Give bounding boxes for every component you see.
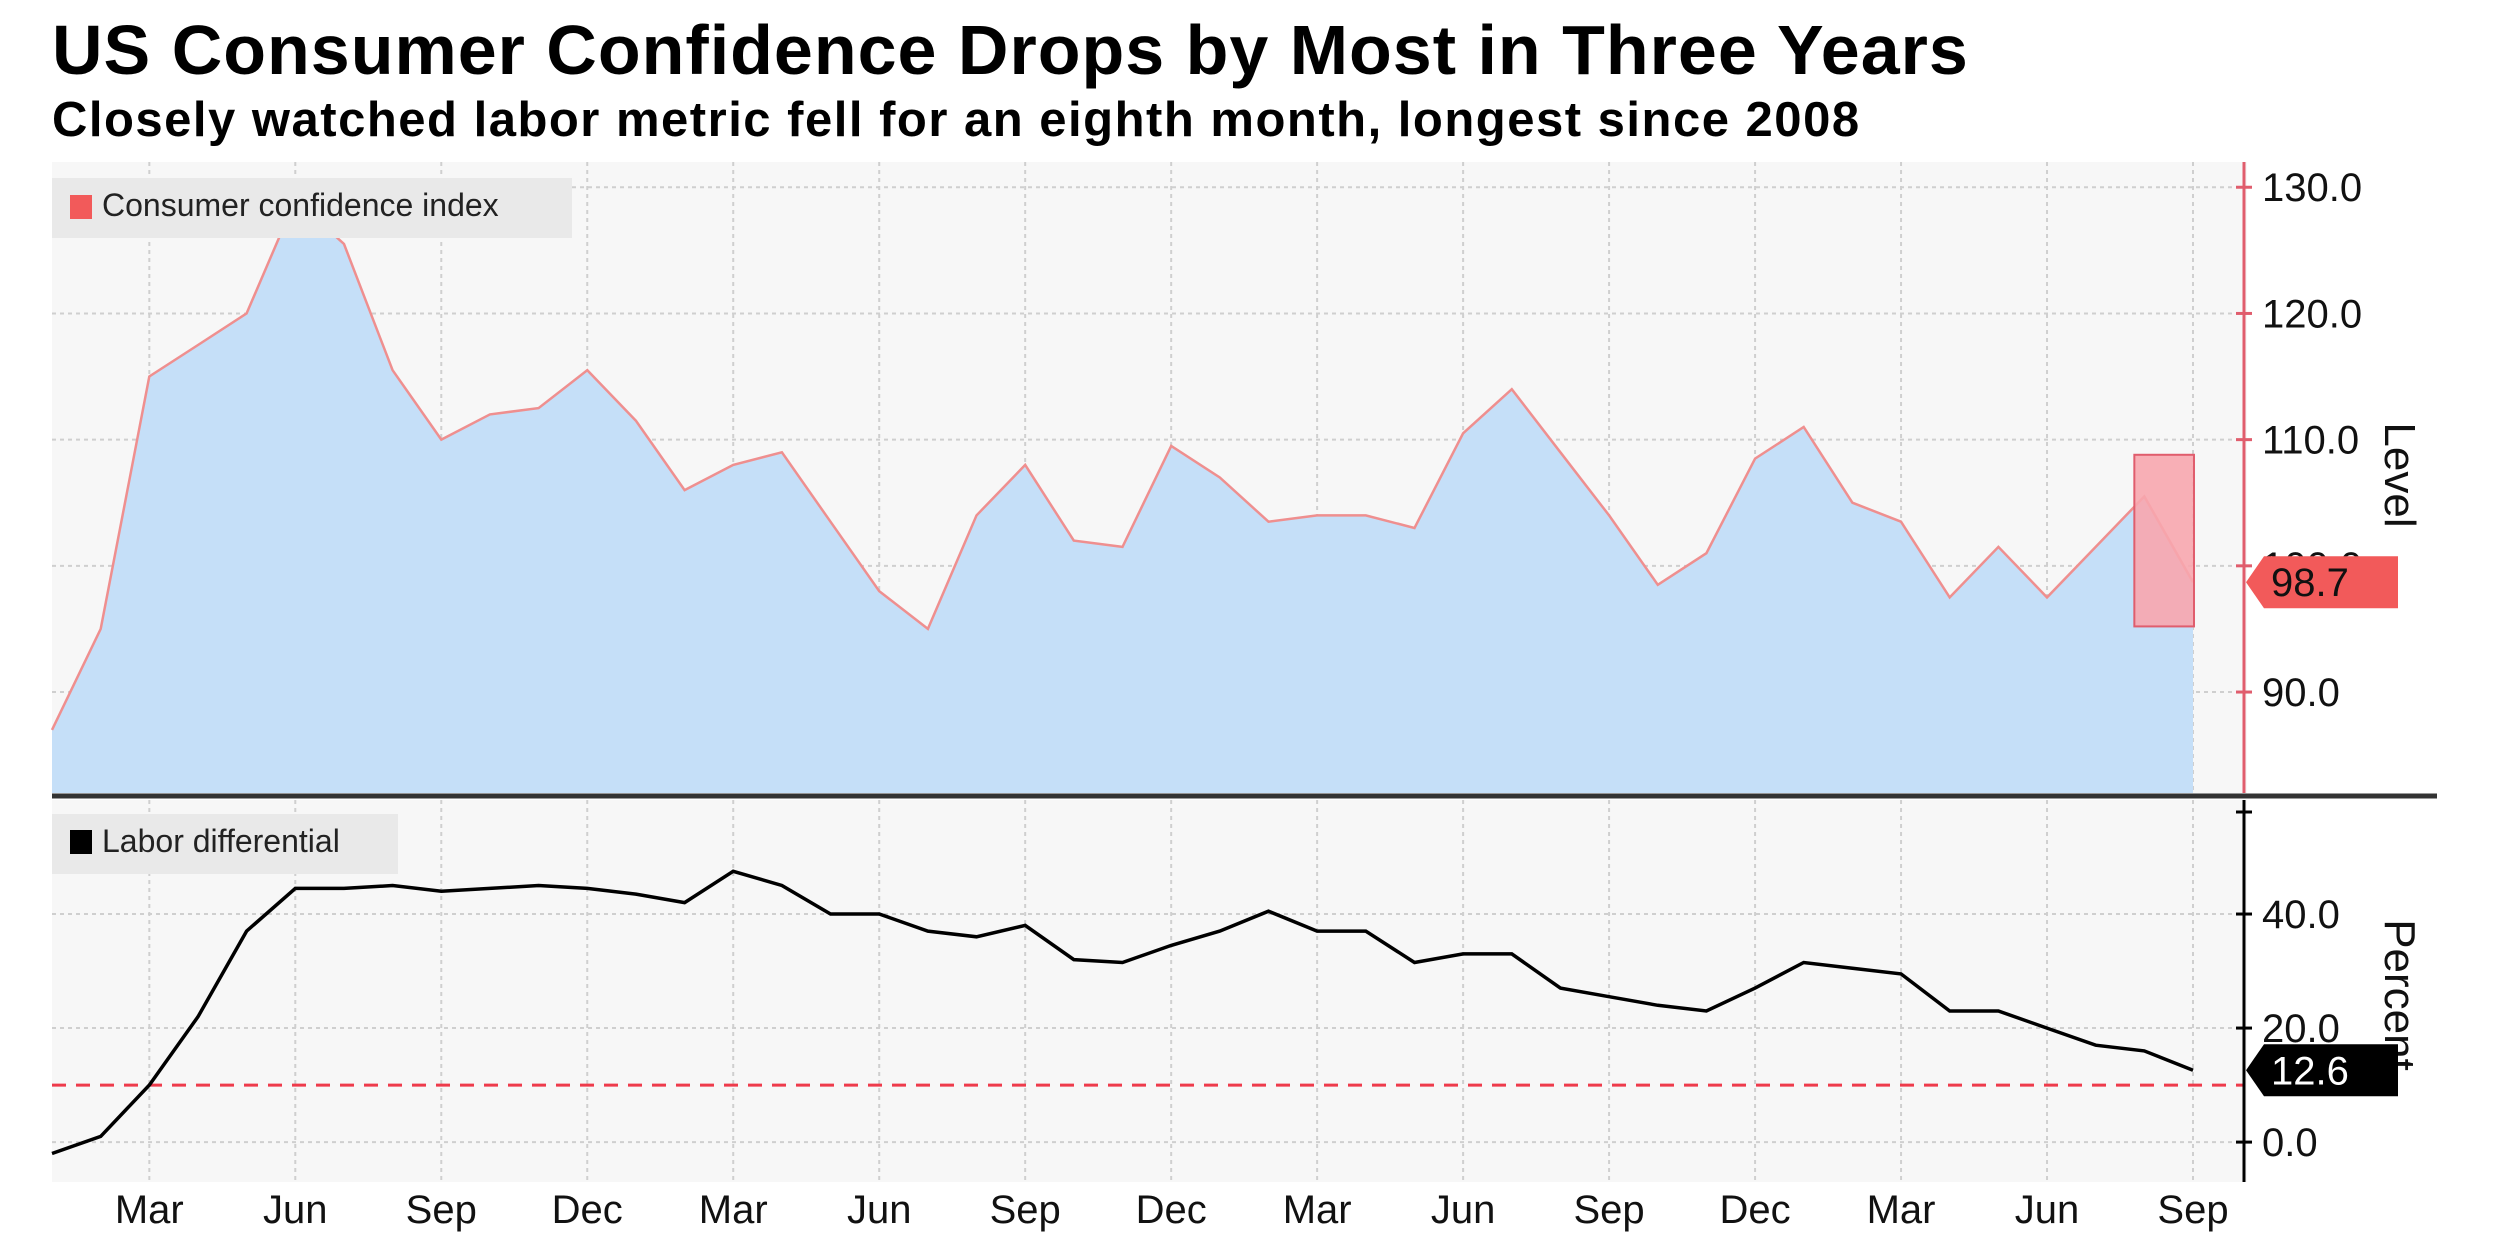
percent-axis-ticks: 0.0 20.0 40.0 <box>2236 893 2340 1165</box>
confidence-legend-swatch <box>70 195 92 219</box>
x-tick-label: Jun <box>263 1188 328 1232</box>
labor-legend-label: Labor differential <box>102 823 340 859</box>
labor-legend-swatch <box>70 830 92 854</box>
x-tick-label: Jun <box>847 1188 912 1232</box>
lower-legend: Labor differential <box>52 814 398 874</box>
lower-panel-grid <box>52 800 2244 1182</box>
x-tick-label: Mar <box>699 1188 768 1232</box>
x-tick-label: Sep <box>406 1188 477 1232</box>
level-tick-label: 110.0 <box>2262 419 2359 463</box>
x-tick-label: Dec <box>552 1188 623 1232</box>
x-tick-label: Mar <box>115 1188 184 1232</box>
level-tick-label: 130.0 <box>2262 166 2362 210</box>
x-tick-label: Sep <box>2157 1188 2228 1232</box>
x-tick-label: Mar <box>1283 1188 1352 1232</box>
level-axis-title: Level <box>2375 422 2424 527</box>
x-tick-label: Sep <box>1574 1188 1645 1232</box>
lower-legend-box <box>52 814 398 874</box>
latest-drop-highlight <box>2133 453 2195 628</box>
x-tick-label: Mar <box>1867 1188 1936 1232</box>
upper-legend: Consumer confidence index <box>52 178 572 238</box>
level-last-value-badge: 98.7 <box>2246 556 2398 609</box>
x-axis-labels: Mar Jun Sep Dec Mar Jun Sep Dec Mar Jun Sep Dec Mar J… <box>115 1188 2229 1232</box>
confidence-area <box>52 199 2193 793</box>
confidence-line <box>50 197 2195 731</box>
level-tick-label: 90.0 <box>2262 671 2340 715</box>
level-last-value: 98.7 <box>2271 561 2349 605</box>
x-tick-label: Dec <box>1136 1188 1207 1232</box>
upper-legend-box <box>52 178 572 238</box>
chart-subtitle: Closely watched labor metric fell for an… <box>52 93 1861 147</box>
percent-last-value: 12.6 <box>2271 1049 2349 1093</box>
percent-tick-label: 40.0 <box>2262 893 2340 937</box>
percent-last-value-badge: 12.6 <box>2246 1044 2398 1097</box>
x-tick-label: Sep <box>990 1188 1061 1232</box>
percent-tick-label: 0.0 <box>2262 1121 2318 1165</box>
chart-title: US Consumer Confidence Drops by Most in … <box>52 11 1969 89</box>
x-tick-label: Dec <box>1719 1188 1790 1232</box>
x-tick-label: Jun <box>2015 1188 2080 1232</box>
lower-panel-background <box>52 800 2247 1182</box>
x-tick-label: Jun <box>1431 1188 1496 1232</box>
level-tick-label: 120.0 <box>2262 292 2362 336</box>
labor-differential-line <box>51 869 2194 1156</box>
confidence-legend-label: Consumer confidence index <box>102 187 499 223</box>
percent-tick-label: 20.0 <box>2262 1007 2340 1051</box>
